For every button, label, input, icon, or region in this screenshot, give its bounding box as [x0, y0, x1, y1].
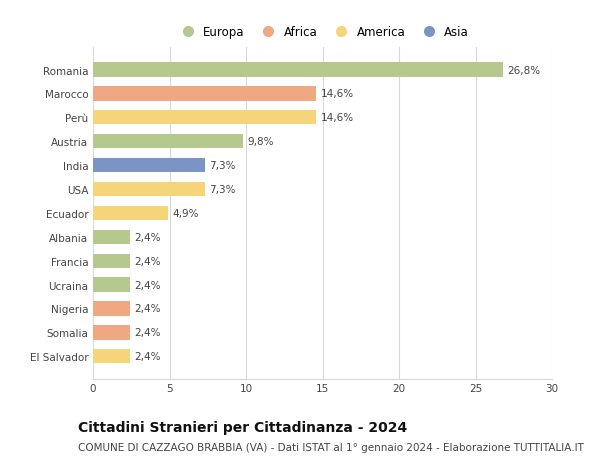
Bar	[93, 230, 130, 245]
Text: 7,3%: 7,3%	[209, 185, 236, 195]
Text: 4,9%: 4,9%	[173, 208, 199, 218]
Text: 14,6%: 14,6%	[321, 89, 354, 99]
Bar	[93, 63, 503, 78]
Text: 26,8%: 26,8%	[508, 65, 541, 75]
Bar	[93, 254, 130, 268]
Bar	[93, 278, 130, 292]
Bar	[93, 302, 130, 316]
Text: 2,4%: 2,4%	[134, 280, 161, 290]
Text: 7,3%: 7,3%	[209, 161, 236, 171]
Text: COMUNE DI CAZZAGO BRABBIA (VA) - Dati ISTAT al 1° gennaio 2024 - Elaborazione TU: COMUNE DI CAZZAGO BRABBIA (VA) - Dati IS…	[78, 442, 584, 452]
Text: Cittadini Stranieri per Cittadinanza - 2024: Cittadini Stranieri per Cittadinanza - 2…	[78, 420, 407, 434]
Bar	[93, 349, 130, 364]
Bar	[93, 206, 168, 221]
Bar	[93, 135, 243, 149]
Bar	[93, 182, 205, 197]
Text: 2,4%: 2,4%	[134, 304, 161, 314]
Text: 2,4%: 2,4%	[134, 328, 161, 338]
Text: 2,4%: 2,4%	[134, 232, 161, 242]
Text: 2,4%: 2,4%	[134, 256, 161, 266]
Bar	[93, 325, 130, 340]
Bar	[93, 159, 205, 173]
Bar	[93, 111, 316, 125]
Legend: Europa, Africa, America, Asia: Europa, Africa, America, Asia	[172, 21, 473, 44]
Text: 14,6%: 14,6%	[321, 113, 354, 123]
Bar	[93, 87, 316, 101]
Text: 9,8%: 9,8%	[248, 137, 274, 147]
Text: 2,4%: 2,4%	[134, 352, 161, 362]
